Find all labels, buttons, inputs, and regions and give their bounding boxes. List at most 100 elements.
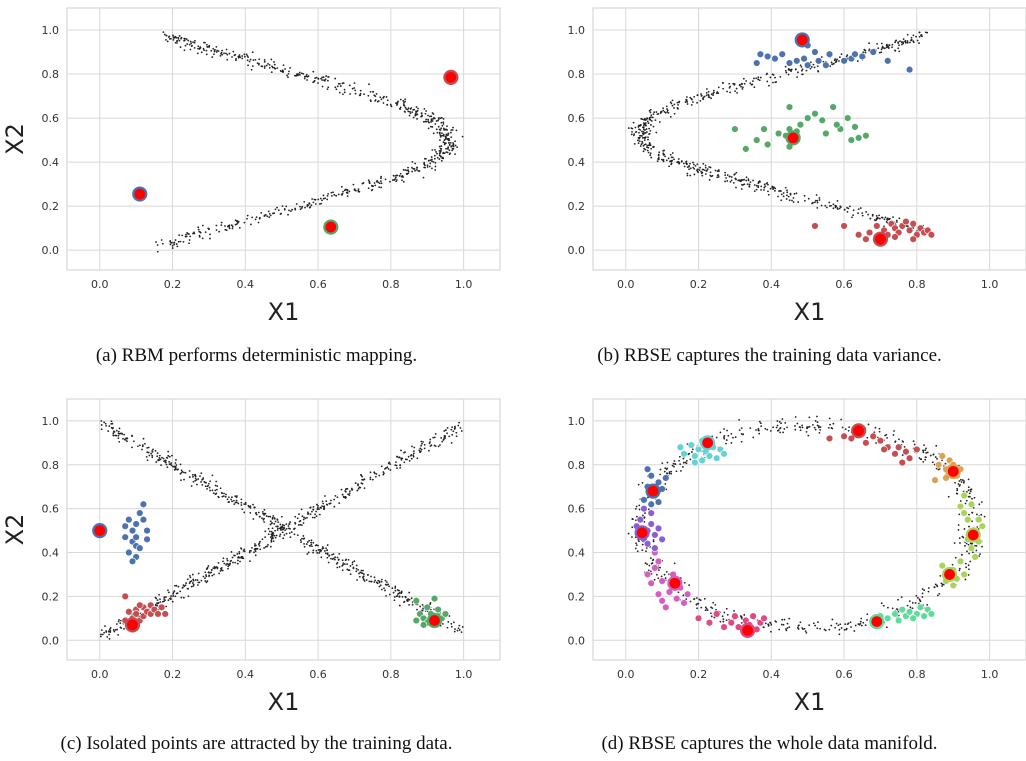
cluster-point — [869, 432, 877, 440]
training-point — [258, 62, 260, 65]
training-point — [267, 544, 269, 546]
training-point — [181, 234, 184, 237]
training-point — [249, 58, 252, 61]
training-point — [412, 454, 415, 457]
training-point — [719, 431, 722, 434]
training-point — [404, 98, 407, 101]
training-point — [248, 505, 251, 508]
training-point — [411, 170, 414, 173]
training-point — [644, 562, 647, 565]
training-point — [734, 177, 737, 180]
training-point — [279, 533, 282, 536]
training-point — [936, 584, 938, 587]
training-point — [438, 158, 441, 161]
training-point — [700, 94, 703, 97]
training-point — [331, 553, 333, 556]
chart-panel-d: 0.0 0.2 0.4 0.6 0.8 1.00.00.20.40.60.81.0X1 — [568, 398, 1026, 716]
training-point — [369, 100, 372, 103]
training-point — [294, 74, 296, 77]
training-point — [451, 433, 454, 436]
training-point — [108, 425, 111, 427]
training-point — [216, 485, 219, 488]
training-point — [689, 174, 692, 177]
training-point — [278, 535, 281, 537]
training-point — [404, 106, 407, 109]
training-point — [648, 564, 651, 567]
training-point — [700, 93, 702, 95]
training-point — [433, 157, 436, 160]
training-point — [383, 587, 385, 590]
training-point — [172, 34, 174, 37]
training-point — [880, 48, 883, 51]
training-point — [437, 445, 440, 448]
training-point — [125, 437, 127, 440]
training-point — [301, 515, 304, 518]
training-point — [399, 466, 402, 469]
training-point — [847, 429, 850, 432]
training-point — [299, 523, 302, 526]
cluster-point — [905, 65, 914, 74]
training-point — [440, 159, 443, 162]
training-point — [288, 70, 290, 73]
training-point — [156, 455, 159, 458]
training-point — [213, 567, 216, 570]
cluster-point — [647, 520, 655, 528]
cluster-point — [654, 478, 663, 487]
training-point — [455, 129, 458, 132]
cluster-point — [909, 614, 917, 623]
training-point — [297, 524, 300, 526]
training-point — [641, 118, 644, 121]
training-point — [296, 74, 298, 77]
training-point — [745, 179, 748, 182]
training-point — [314, 203, 317, 205]
training-point — [109, 631, 112, 633]
training-point — [380, 580, 383, 583]
training-point — [764, 622, 767, 625]
training-point — [846, 54, 849, 57]
training-point — [416, 608, 418, 611]
training-point — [117, 620, 120, 623]
training-point — [824, 629, 827, 632]
training-point — [204, 577, 206, 579]
training-point — [112, 629, 115, 631]
training-point — [818, 426, 820, 429]
training-point — [417, 107, 419, 110]
training-point — [429, 159, 432, 162]
training-point — [819, 627, 822, 630]
cluster-point — [811, 222, 819, 230]
training-point — [455, 435, 458, 438]
cluster-point — [643, 465, 652, 473]
training-point — [418, 449, 421, 452]
training-point — [269, 515, 272, 518]
training-point — [131, 434, 133, 437]
training-point — [176, 245, 179, 248]
training-point — [795, 192, 798, 195]
training-point — [725, 619, 728, 622]
training-point — [782, 195, 785, 198]
training-point — [690, 103, 693, 106]
training-point — [412, 452, 415, 455]
highlight-point — [92, 522, 108, 539]
training-point — [657, 158, 660, 161]
training-point — [190, 580, 193, 582]
y-tick-label: 0.2 — [568, 590, 586, 603]
cluster-point — [640, 496, 648, 504]
training-point — [171, 600, 174, 603]
training-point — [436, 152, 438, 155]
training-point — [460, 430, 463, 432]
training-point — [404, 451, 406, 454]
training-point — [280, 212, 283, 215]
cluster-point — [132, 610, 140, 618]
training-point — [779, 76, 782, 78]
training-point — [740, 432, 743, 435]
training-point — [378, 474, 381, 477]
training-point — [717, 92, 720, 95]
cluster-point — [905, 226, 914, 235]
cluster-point — [654, 557, 663, 566]
training-point — [951, 563, 954, 566]
cluster-point — [136, 544, 144, 552]
training-point — [871, 214, 874, 217]
training-point — [299, 208, 302, 211]
training-point — [638, 508, 641, 511]
training-point — [663, 110, 666, 113]
